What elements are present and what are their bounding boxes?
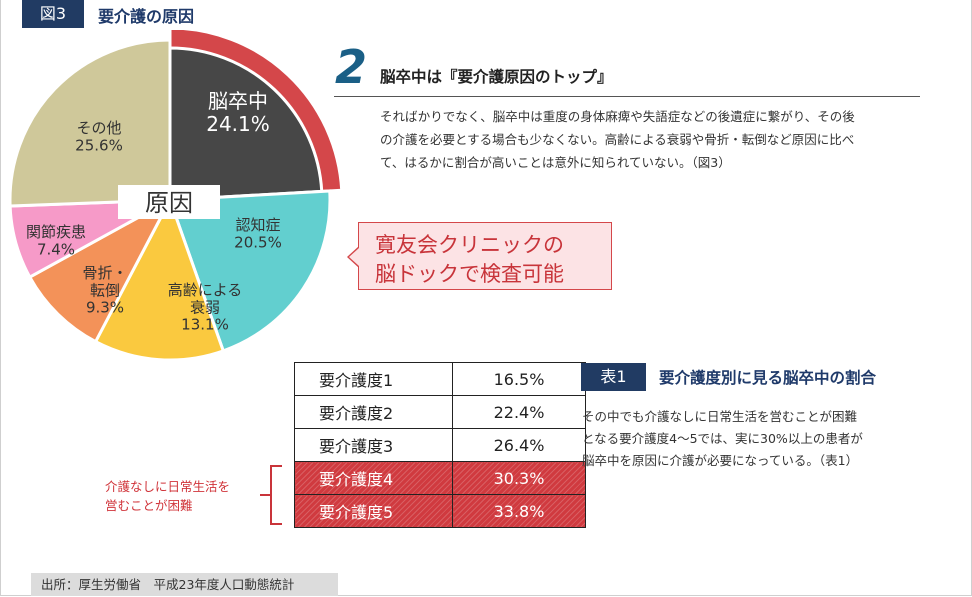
pie-slice-その他 — [8, 38, 172, 208]
pie-slice-value-label: 7.4% — [37, 240, 75, 258]
table-row: 要介護度2 22.4% — [294, 395, 586, 429]
level-cell: 要介護度2 — [294, 395, 453, 429]
table-description: その中でも介護なしに日常生活を営むことが困難 となる要介護度4～5では、実に30… — [582, 406, 922, 472]
pie-slice-骨折転倒 — [27, 196, 174, 344]
pie-slice-name-label: 高齢による — [168, 281, 243, 299]
table-description-line: その中でも介護なしに日常生活を営むことが困難 — [582, 409, 858, 424]
level-cell: 要介護度3 — [294, 428, 453, 462]
callout-box: 寛友会クリニックの 脳ドックで検査可能 — [358, 222, 612, 290]
pie-slice-value-label: 24.1% — [206, 112, 270, 136]
section-number: 2 — [335, 40, 368, 94]
pie-slice-name-label: その他 — [76, 119, 121, 137]
heading-divider — [334, 96, 920, 97]
pie-slice-name-label: 認知症 — [235, 216, 280, 234]
table-row: 要介護度1 16.5% — [294, 362, 586, 396]
section-body-line: そればかりでなく、脳卒中は重度の身体麻痺や失語症などの後遺症に繋がり、その後 — [380, 109, 855, 124]
level-cell: 要介護度5 — [294, 494, 453, 528]
table-row-highlighted: 要介護度5 33.8% — [294, 494, 586, 528]
pie-center-label: 原因 — [145, 189, 193, 217]
figure-badge: 図3 — [22, 0, 84, 28]
pie-slice-name-label: 関節疾患 — [26, 223, 86, 241]
percent-cell: 16.5% — [452, 362, 586, 396]
pie-slice-name-label: 脳卒中 — [208, 89, 268, 113]
callout-line-1: 寛友会クリニックの — [375, 233, 564, 257]
figure-title: 要介護の原因 — [98, 7, 195, 26]
pie-center-label-box — [118, 185, 220, 219]
percent-cell: 22.4% — [452, 395, 586, 429]
source-note: 出所：厚生労働省 平成23年度人口動態統計 — [31, 573, 338, 596]
pie-slice-name-label: 転倒 — [90, 281, 120, 299]
table-badge: 表1 — [581, 363, 646, 391]
table-description-line: となる要介護度4～5では、実に30%以上の患者が — [582, 431, 863, 446]
table-row-highlighted: 要介護度4 30.3% — [294, 461, 586, 495]
callout-pointer-fill — [349, 248, 359, 266]
percent-cell: 26.4% — [452, 428, 586, 462]
pie-slice-value-label: 20.5% — [234, 233, 282, 251]
pie-slice-value-label: 9.3% — [86, 299, 124, 317]
section-body-line: の介護を必要とする場合も少なくない。高齢による衰弱や骨折・転倒など原因に比べ — [380, 132, 855, 147]
bracket-note-line-1: 介護なしに日常生活を — [105, 479, 231, 494]
pie-slice-高齢による衰弱 — [93, 196, 226, 360]
bracket-note-line-2: 営むことが困難 — [105, 498, 193, 513]
section-body: そればかりでなく、脳卒中は重度の身体麻痺や失語症などの後遺症に繋がり、その後 の… — [380, 105, 920, 174]
section-heading: 脳卒中は『要介護原因のトップ』 — [380, 68, 613, 86]
callout-line-2: 脳ドックで検査可能 — [375, 262, 564, 286]
bracket-tick — [260, 494, 272, 496]
care-level-table: 要介護度1 16.5% 要介護度2 22.4% 要介護度3 26.4% 要介護度… — [294, 362, 586, 528]
table-title: 要介護度別に見る脳卒中の割合 — [659, 369, 877, 387]
level-cell: 要介護度1 — [294, 362, 453, 396]
percent-cell: 33.8% — [452, 494, 586, 528]
pie-slice-value-label: 25.6% — [75, 136, 123, 154]
bracket-note: 介護なしに日常生活を 営むことが困難 — [105, 477, 230, 515]
section-body-line: て、はるかに割合が高いことは意外に知られていない。（図3） — [380, 155, 731, 170]
pie-slice-name-label: 衰弱 — [190, 298, 220, 316]
level-cell: 要介護度4 — [294, 461, 453, 495]
table-row: 要介護度3 26.4% — [294, 428, 586, 462]
pie-slice-name-label: 骨折・ — [82, 264, 127, 282]
pie-slice-脳卒中 — [168, 46, 324, 202]
percent-cell: 30.3% — [452, 461, 586, 495]
table-description-line: 脳卒中を原因に介護が必要になっている。（表1） — [582, 453, 859, 468]
pie-slice-value-label: 13.1% — [181, 316, 229, 334]
